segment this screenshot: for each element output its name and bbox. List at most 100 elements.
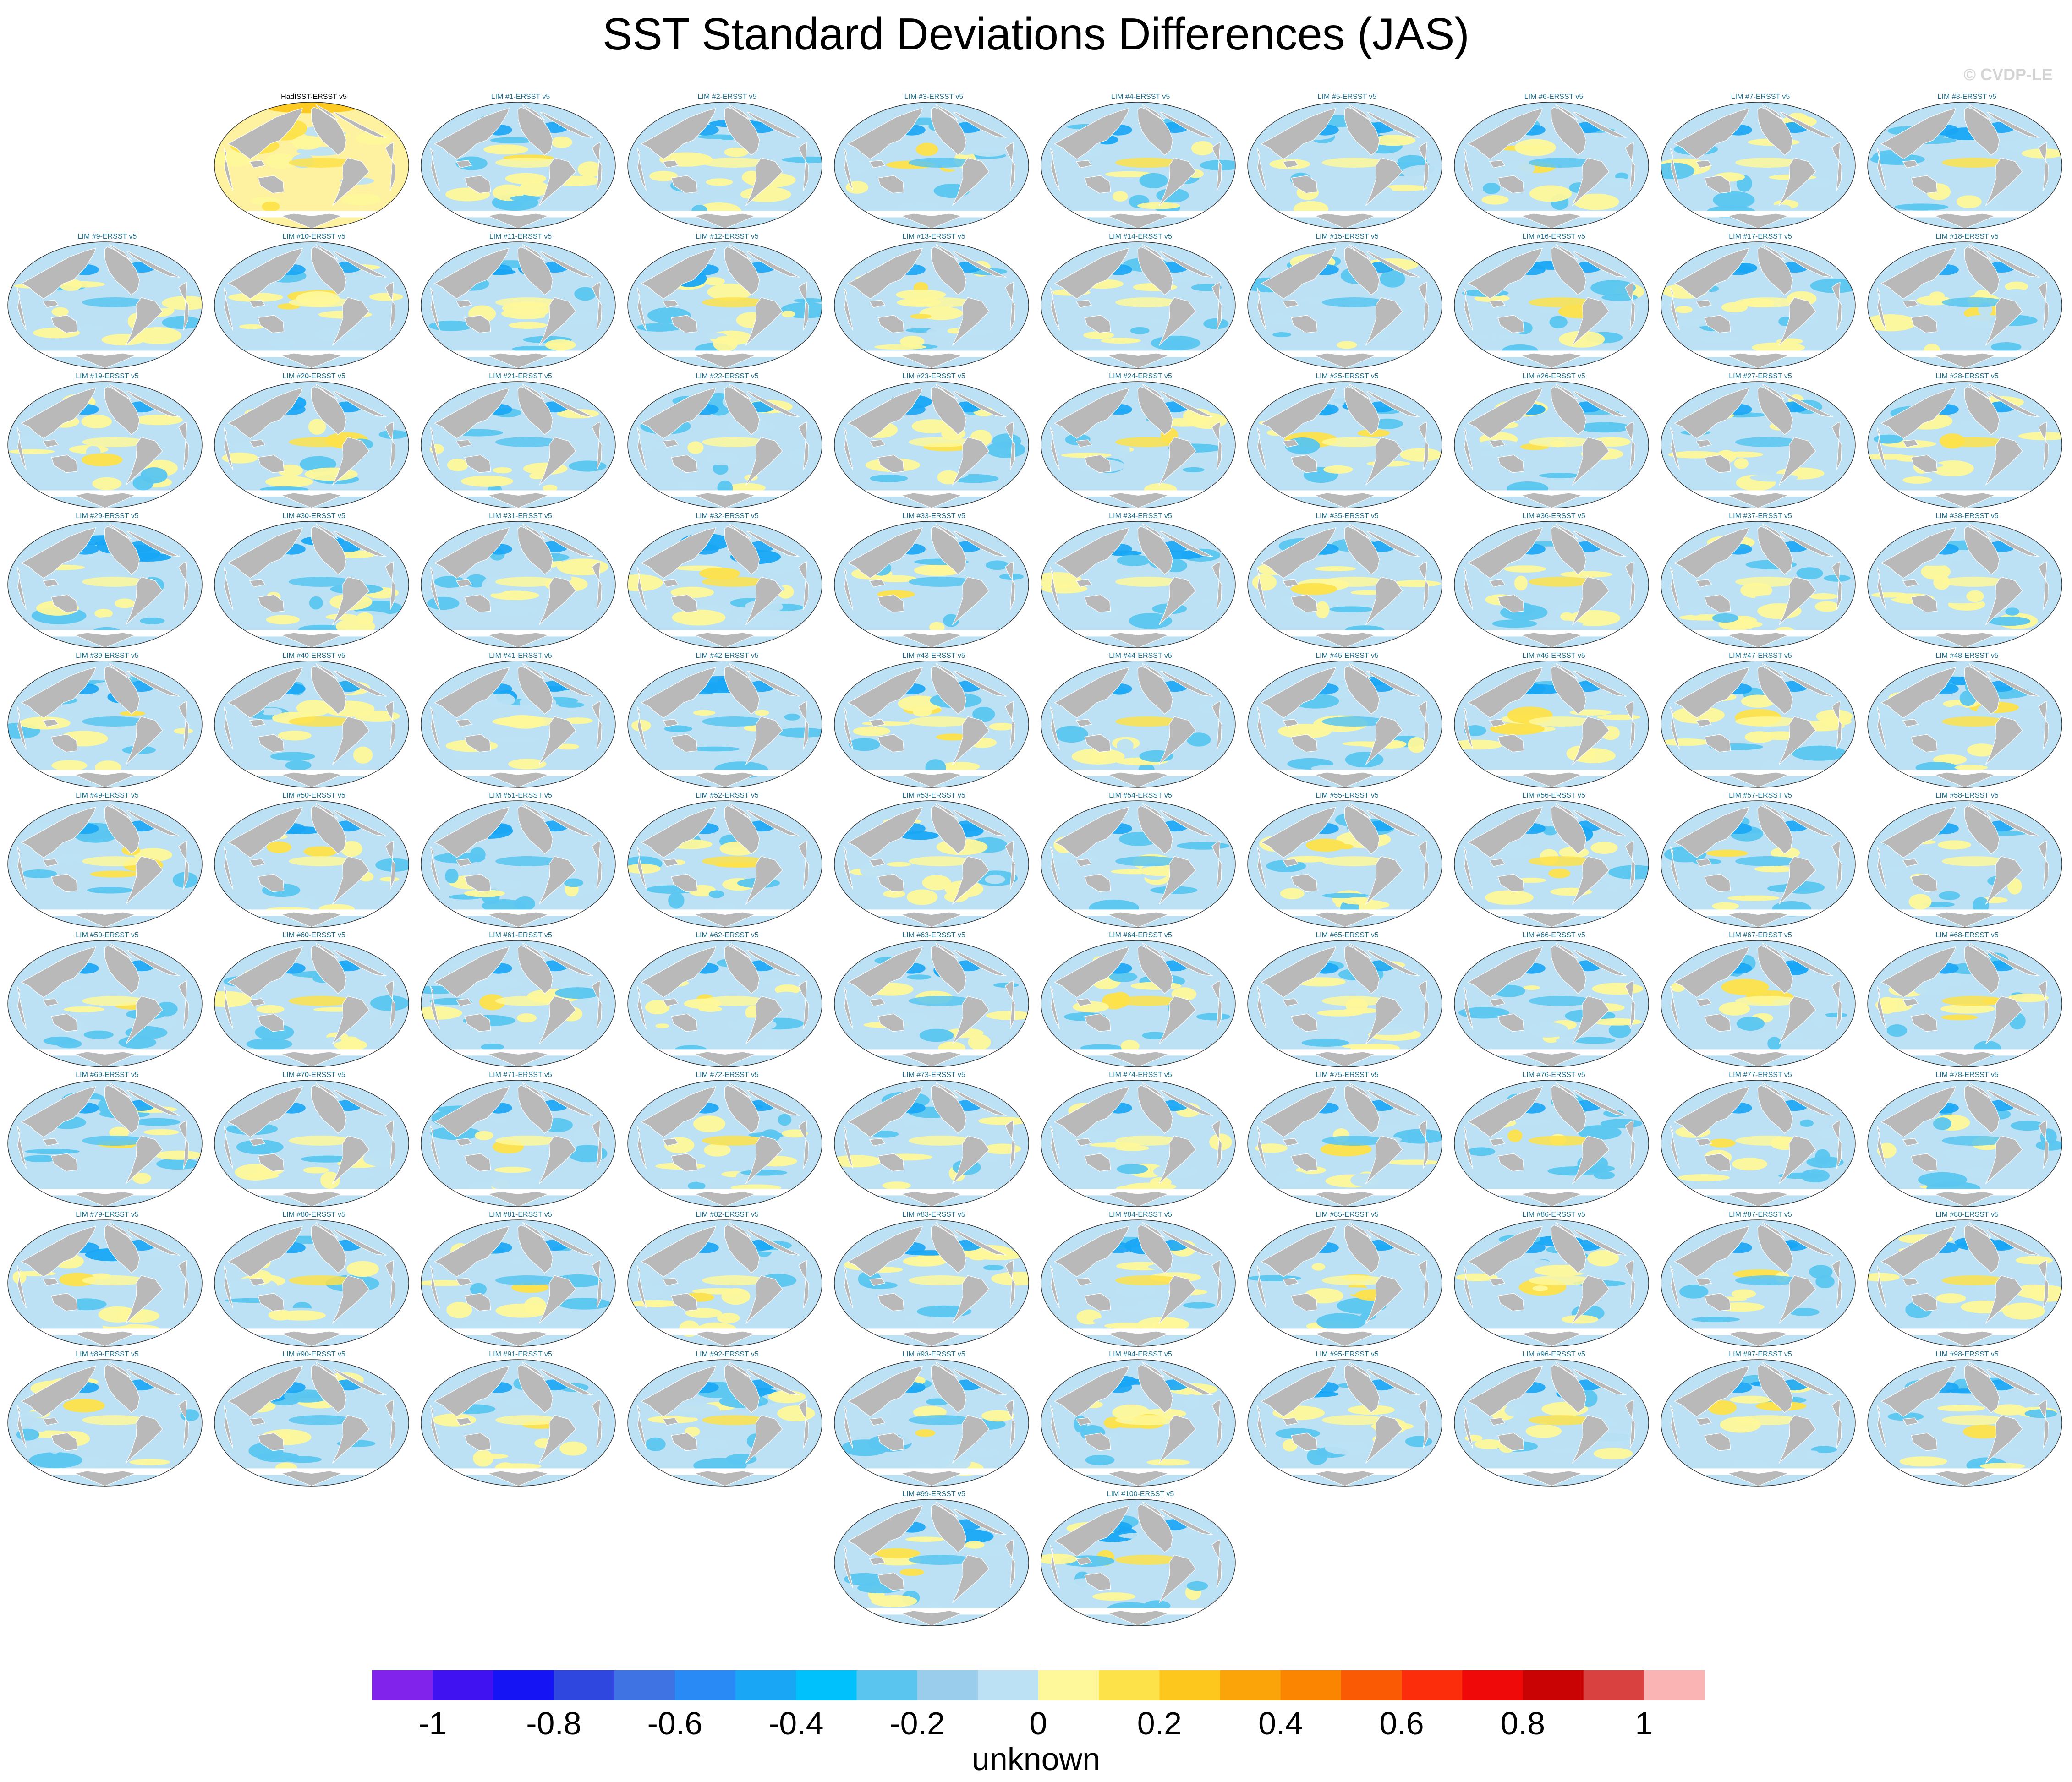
panel-title: LIM #40-ERSST v5 [282, 652, 345, 660]
map-panel: LIM #64-ERSST v5 [1040, 931, 1241, 1069]
panel-title: LIM #50-ERSST v5 [282, 792, 345, 799]
colorbar-swatch [1220, 1670, 1281, 1700]
global-map [214, 661, 409, 788]
global-map [1247, 1219, 1442, 1347]
map-panel: LIM #13-ERSST v5 [833, 233, 1035, 370]
panel-title: LIM #58-ERSST v5 [1935, 792, 1999, 799]
global-map [1041, 800, 1236, 928]
global-map [1454, 1080, 1649, 1207]
panel-title: LIM #78-ERSST v5 [1935, 1071, 1999, 1079]
colorbar-swatch [493, 1670, 554, 1700]
global-map [627, 661, 822, 788]
panel-title: LIM #51-ERSST v5 [489, 792, 552, 799]
map-panel: LIM #72-ERSST v5 [626, 1071, 828, 1208]
colorbar-tick-label: 0 [1029, 1705, 1047, 1741]
map-panel: LIM #66-ERSST v5 [1453, 931, 1655, 1069]
panel-title: LIM #5-ERSST v5 [1317, 93, 1377, 101]
colorbar-swatch [1280, 1670, 1342, 1700]
global-map [1661, 1219, 1856, 1347]
map-panel: LIM #26-ERSST v5 [1453, 372, 1655, 510]
panel-title: LIM #49-ERSST v5 [76, 792, 139, 799]
global-map [834, 1219, 1029, 1347]
global-map [834, 1499, 1029, 1626]
map-panel: LIM #44-ERSST v5 [1040, 652, 1241, 789]
map-panel: LIM #11-ERSST v5 [420, 233, 621, 370]
global-map [1041, 1499, 1236, 1626]
panel-title: LIM #11-ERSST v5 [489, 233, 552, 241]
colorbar-tick-label: 0.2 [1137, 1705, 1182, 1741]
map-panel: LIM #15-ERSST v5 [1246, 233, 1448, 370]
map-panel: LIM #47-ERSST v5 [1660, 652, 1861, 789]
map-panel: LIM #79-ERSST v5 [6, 1211, 208, 1348]
global-map [1661, 1080, 1856, 1207]
global-map [627, 241, 822, 369]
map-panel: LIM #53-ERSST v5 [833, 792, 1035, 929]
panel-title: LIM #62-ERSST v5 [696, 931, 759, 939]
map-panel: LIM #43-ERSST v5 [833, 652, 1035, 789]
panel-title: LIM #25-ERSST v5 [1316, 372, 1379, 380]
global-map [1867, 381, 2062, 508]
map-panel: LIM #95-ERSST v5 [1246, 1350, 1448, 1488]
panel-title: LIM #48-ERSST v5 [1935, 652, 1999, 660]
map-panel: LIM #31-ERSST v5 [420, 512, 621, 650]
panel-title: LIM #64-ERSST v5 [1109, 931, 1172, 939]
global-map [421, 940, 616, 1067]
map-panel: LIM #94-ERSST v5 [1040, 1350, 1241, 1488]
panel-title: LIM #13-ERSST v5 [902, 233, 965, 241]
panel-title: LIM #73-ERSST v5 [902, 1071, 965, 1079]
panel-title: LIM #96-ERSST v5 [1522, 1350, 1585, 1358]
map-panel: LIM #7-ERSST v5 [1660, 93, 1861, 230]
colorbar-tick-label: 1 [1635, 1705, 1653, 1741]
colorbar-tick-label: -0.2 [889, 1705, 945, 1741]
map-panel: LIM #39-ERSST v5 [6, 652, 208, 789]
colorbar-swatch [1402, 1670, 1463, 1700]
panel-title: LIM #91-ERSST v5 [489, 1350, 552, 1358]
map-panel: LIM #40-ERSST v5 [213, 652, 415, 789]
map-panel: LIM #55-ERSST v5 [1246, 792, 1448, 929]
colorbar-swatch [977, 1670, 1039, 1700]
global-map [1867, 1219, 2062, 1347]
figure-title: SST Standard Deviations Differences (JAS… [603, 9, 1469, 59]
panel-title: LIM #98-ERSST v5 [1935, 1350, 1999, 1358]
panel-title: LIM #54-ERSST v5 [1109, 792, 1172, 799]
map-panel: LIM #35-ERSST v5 [1246, 512, 1448, 650]
global-map [1041, 102, 1236, 229]
map-panel: LIM #8-ERSST v5 [1866, 93, 2068, 230]
panel-title: LIM #17-ERSST v5 [1729, 233, 1792, 241]
global-map [1867, 800, 2062, 928]
panel-title: LIM #35-ERSST v5 [1316, 512, 1379, 520]
map-panel: LIM #60-ERSST v5 [213, 931, 415, 1069]
map-panel: LIM #29-ERSST v5 [6, 512, 208, 650]
panel-title: LIM #26-ERSST v5 [1522, 372, 1585, 380]
colorbar-tick-label: -1 [418, 1705, 447, 1741]
map-panel: LIM #24-ERSST v5 [1040, 372, 1241, 510]
panel-title: LIM #39-ERSST v5 [76, 652, 139, 660]
map-panel: LIM #38-ERSST v5 [1866, 512, 2068, 650]
panel-title: LIM #33-ERSST v5 [902, 512, 965, 520]
global-map [421, 102, 616, 229]
colorbar-swatch [796, 1670, 857, 1700]
panel-title: LIM #89-ERSST v5 [76, 1350, 139, 1358]
map-panel: LIM #56-ERSST v5 [1453, 792, 1655, 929]
panel-title: LIM #30-ERSST v5 [282, 512, 345, 520]
panel-title: LIM #9-ERSST v5 [77, 233, 137, 241]
global-map [214, 381, 409, 508]
global-map [1454, 102, 1649, 229]
panel-title: LIM #70-ERSST v5 [282, 1071, 345, 1079]
panel-title: LIM #72-ERSST v5 [696, 1071, 759, 1079]
map-panel: LIM #93-ERSST v5 [833, 1350, 1035, 1488]
global-map [7, 1359, 203, 1487]
panel-title: LIM #29-ERSST v5 [76, 512, 139, 520]
map-panel: LIM #68-ERSST v5 [1866, 931, 2068, 1069]
panel-title: LIM #42-ERSST v5 [696, 652, 759, 660]
map-panel: LIM #96-ERSST v5 [1453, 1350, 1655, 1488]
panel-title: LIM #69-ERSST v5 [76, 1071, 139, 1079]
map-panel: LIM #69-ERSST v5 [6, 1071, 208, 1208]
map-panel: LIM #9-ERSST v5 [6, 233, 208, 370]
panel-title: LIM #59-ERSST v5 [76, 931, 139, 939]
map-panel: LIM #71-ERSST v5 [420, 1071, 621, 1208]
map-panel: LIM #51-ERSST v5 [420, 792, 621, 929]
colorbar-tick-label: -0.6 [647, 1705, 703, 1741]
colorbar-tick-label: 0.6 [1379, 1705, 1424, 1741]
